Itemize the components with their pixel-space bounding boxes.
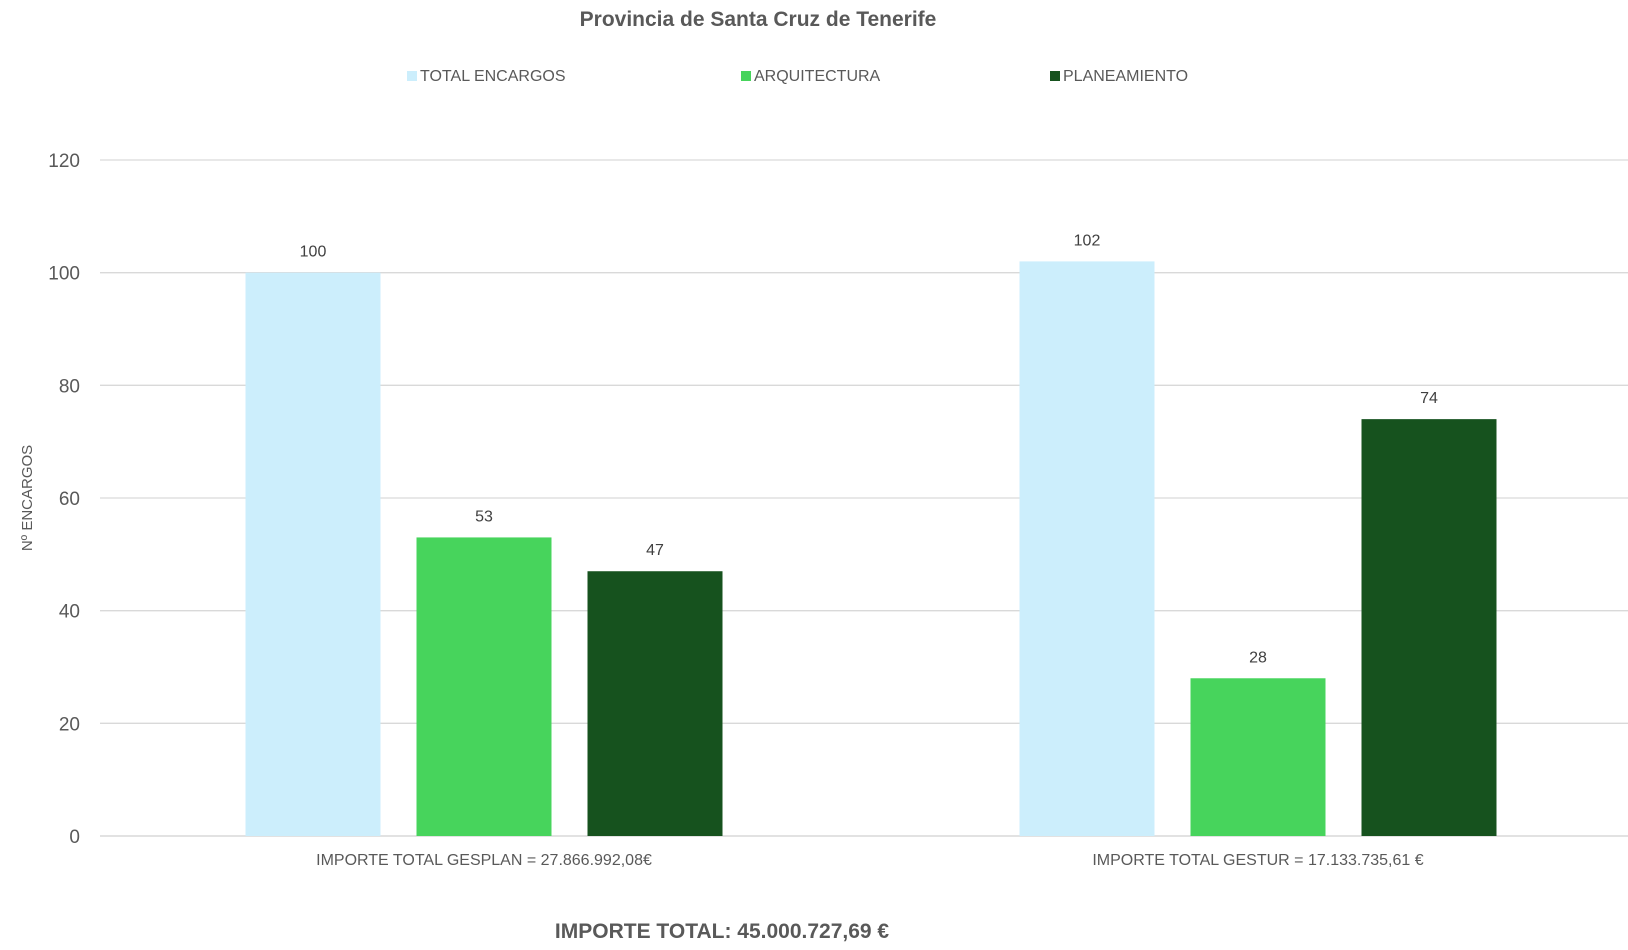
y-tick-label: 0 xyxy=(69,827,80,848)
legend-label: TOTAL ENCARGOS xyxy=(420,68,566,85)
category-label: IMPORTE TOTAL GESTUR = 17.133.735,61 € xyxy=(1092,852,1423,869)
bar xyxy=(416,537,552,836)
bar xyxy=(1019,261,1155,836)
data-label: 53 xyxy=(475,508,493,525)
legend-label: PLANEAMIENTO xyxy=(1063,68,1188,85)
data-labels: 100 53 47 102 28 74 xyxy=(300,232,1438,666)
y-axis-title: Nº ENCARGOS xyxy=(19,445,36,551)
bars xyxy=(245,261,1497,837)
bar xyxy=(1190,678,1326,836)
chart-legend: TOTAL ENCARGOS ARQUITECTURA PLANEAMIENTO xyxy=(407,68,1188,85)
importe-total-footer: IMPORTE TOTAL: 45.000.727,69 € xyxy=(555,920,890,943)
y-tick-label: 40 xyxy=(59,602,80,623)
y-tick-label: 100 xyxy=(48,264,80,285)
data-label: 74 xyxy=(1420,390,1438,407)
y-tick-label: 20 xyxy=(59,714,80,735)
legend-swatch xyxy=(741,71,751,81)
bar xyxy=(587,571,723,836)
y-tick-label: 80 xyxy=(59,376,80,397)
legend-swatch xyxy=(407,71,417,81)
y-tick-label: 120 xyxy=(48,151,80,172)
bar xyxy=(245,272,381,837)
legend-swatch xyxy=(1050,71,1060,81)
y-axis-ticks: 0 20 40 60 80 100 120 xyxy=(48,151,80,848)
chart-title: Provincia de Santa Cruz de Tenerife xyxy=(580,8,937,31)
data-label: 28 xyxy=(1249,649,1267,666)
category-label: IMPORTE TOTAL GESPLAN = 27.866.992,08€ xyxy=(316,852,652,869)
y-tick-label: 60 xyxy=(59,489,80,510)
data-label: 102 xyxy=(1074,232,1101,249)
legend-label: ARQUITECTURA xyxy=(754,68,881,85)
category-labels: IMPORTE TOTAL GESPLAN = 27.866.992,08€ IM… xyxy=(316,852,1424,869)
data-label: 47 xyxy=(646,542,664,559)
data-label: 100 xyxy=(300,244,327,261)
bar xyxy=(1361,419,1497,836)
